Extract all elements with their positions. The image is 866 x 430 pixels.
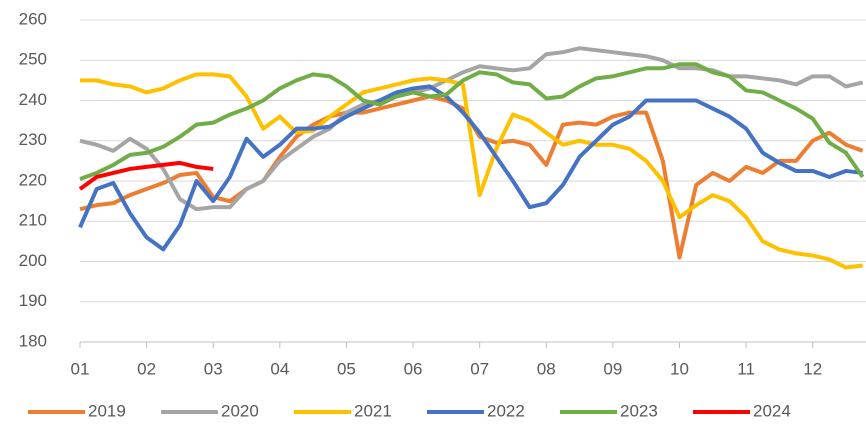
x-tick-label: 08: [537, 359, 556, 378]
legend-label: 2023: [620, 401, 658, 420]
legend-label: 2022: [487, 401, 525, 420]
x-tick-label: 12: [803, 359, 822, 378]
series-line: [80, 72, 863, 270]
legend-label: 2019: [88, 401, 126, 420]
plot-area: [78, 46, 865, 270]
series-line: [78, 84, 863, 252]
x-tick-label: 03: [204, 359, 223, 378]
x-tick-label: 10: [670, 359, 689, 378]
y-tick-label: 190: [19, 291, 47, 310]
y-tick-label: 220: [19, 170, 47, 189]
x-tick-label: 09: [603, 359, 622, 378]
legend-label: 2020: [221, 401, 259, 420]
legend-label: 2021: [354, 401, 392, 420]
x-tick-label: 01: [71, 359, 90, 378]
y-tick-label: 250: [19, 50, 47, 69]
x-tick-label: 11: [737, 359, 755, 378]
x-tick-label: 07: [470, 359, 489, 378]
x-tick-label: 06: [404, 359, 423, 378]
series-line: [79, 62, 865, 181]
x-tick-label: 04: [270, 359, 289, 378]
x-tick-label: 05: [337, 359, 356, 378]
y-tick-label: 180: [19, 331, 47, 350]
y-tick-label: 210: [19, 211, 47, 230]
y-tick-label: 200: [19, 251, 47, 270]
y-tick-label: 260: [19, 9, 47, 28]
legend-label: 2024: [753, 401, 791, 420]
series-line: [78, 160, 214, 191]
x-tick-label: 02: [137, 359, 156, 378]
y-tick-label: 230: [19, 130, 47, 149]
y-tick-label: 240: [19, 90, 47, 109]
